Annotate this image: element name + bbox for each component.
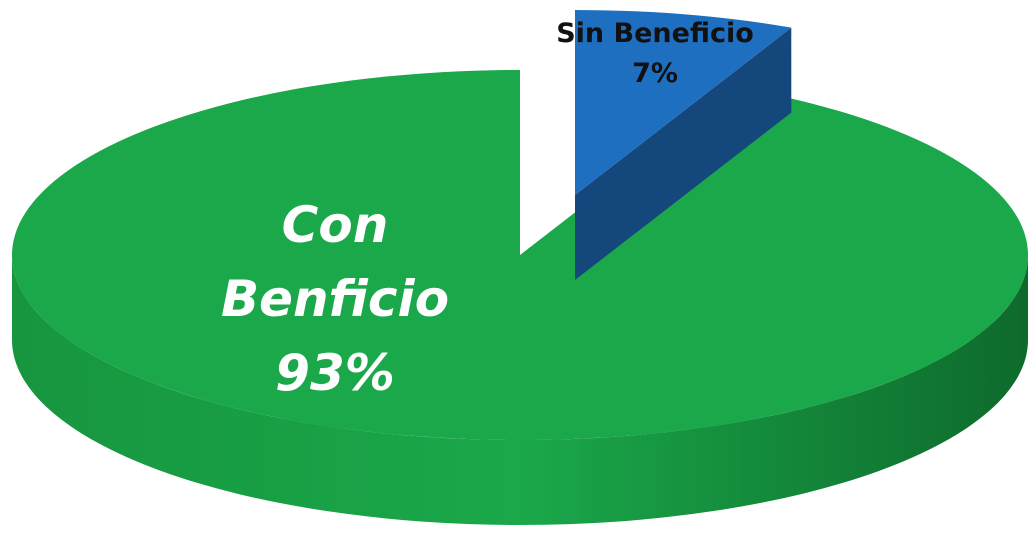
slice	[12, 70, 1029, 440]
category-label: Sin Beneficio	[556, 18, 754, 49]
category-label: Con Benficio	[220, 196, 450, 328]
slice-label: Con Benficio 93%	[190, 188, 480, 410]
slice-side	[575, 27, 792, 280]
value-label: 93%	[275, 344, 395, 402]
value-label: 7%	[632, 58, 678, 89]
slice	[575, 10, 792, 195]
slice-label: Sin Beneficio 7%	[505, 14, 805, 94]
slice-side	[12, 255, 1028, 525]
